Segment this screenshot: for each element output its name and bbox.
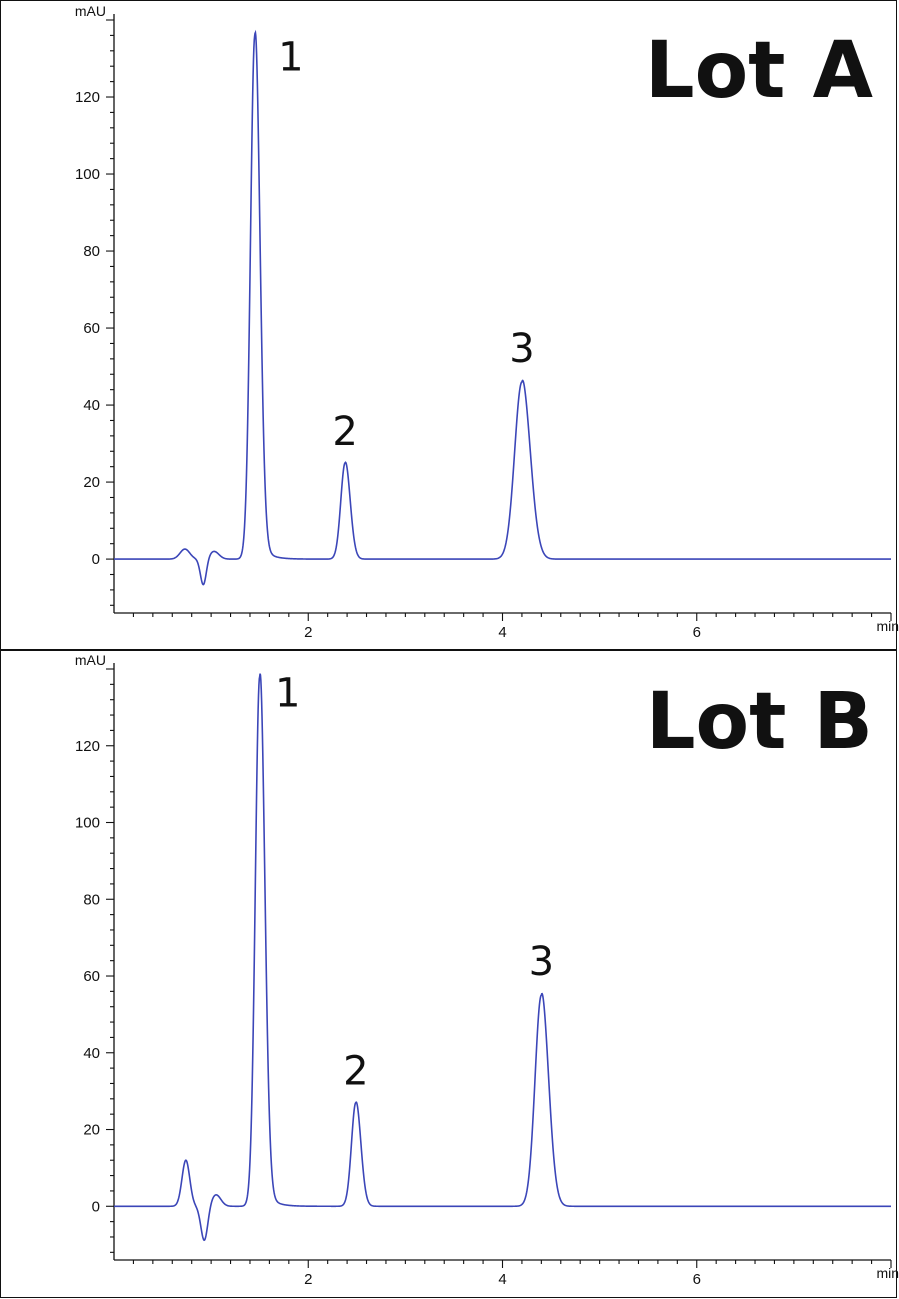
chromatogram-plot-lot-b: 0 20 40 60 80 100 120 2 4 6 mAU min Lot B 1 2 3 (75, 652, 899, 1288)
y-tick-label: 60 (83, 968, 100, 985)
chromatogram-trace (114, 673, 891, 1242)
peak-label-1: 1 (275, 671, 300, 717)
y-tick-label: 20 (83, 474, 100, 491)
x-tick-label: 2 (304, 1271, 312, 1288)
chart-title: Lot B (646, 677, 873, 767)
peak-label-3: 3 (529, 939, 554, 985)
y-tick-label: 0 (92, 1198, 100, 1215)
x-axis-label: min (876, 1265, 899, 1281)
y-tick-label: 100 (75, 815, 100, 832)
x-tick-label: 2 (304, 624, 312, 641)
peak-label-2: 2 (343, 1049, 368, 1095)
y-tick-label: 20 (83, 1122, 100, 1139)
chromatogram-trace (114, 29, 891, 586)
chromatogram-panel-lot-a: 0 20 40 60 80 100 120 2 4 6 mAU min Lot A 1 2 3 (0, 0, 899, 650)
x-tick-label: 6 (693, 1271, 701, 1288)
y-axis-label: mAU (75, 652, 106, 668)
x-tick-label: 6 (693, 624, 701, 641)
y-tick-label: 100 (75, 166, 100, 183)
y-tick-label: 80 (83, 243, 100, 260)
y-tick-label: 80 (83, 891, 100, 908)
peak-label-3: 3 (509, 326, 534, 372)
y-tick-label: 40 (83, 397, 100, 414)
y-tick-label: 40 (83, 1045, 100, 1062)
chart-title: Lot A (645, 26, 873, 116)
x-tick-label: 4 (498, 1271, 506, 1288)
peak-label-1: 1 (278, 34, 303, 80)
y-tick-label: 60 (83, 320, 100, 337)
y-tick-label: 0 (92, 551, 100, 568)
y-axis-label: mAU (75, 3, 106, 19)
peak-label-2: 2 (332, 409, 357, 455)
y-tick-label: 120 (75, 738, 100, 755)
x-tick-label: 4 (498, 624, 506, 641)
chromatogram-panel-lot-b: 0 20 40 60 80 100 120 2 4 6 mAU min Lot B 1 2 3 (0, 650, 899, 1298)
chromatogram-plot-lot-a: 0 20 40 60 80 100 120 2 4 6 mAU min Lot A 1 2 3 (75, 3, 899, 641)
x-axis-label: min (876, 618, 899, 634)
y-tick-label: 120 (75, 89, 100, 106)
